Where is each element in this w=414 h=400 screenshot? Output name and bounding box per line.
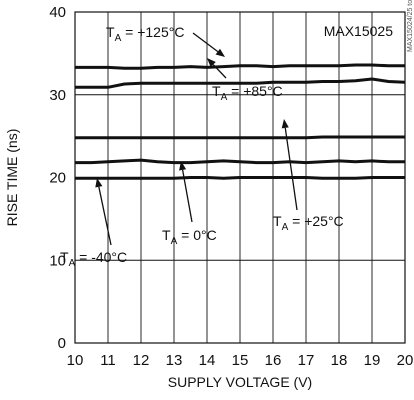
annotation-labels: TA = +125°C TA = +85°C TA = +25°C TA = 0°C T… (60, 24, 344, 269)
series-line-ta-25c (75, 135, 405, 140)
part-number-label: MAX15025 (324, 23, 393, 39)
y-tick-label-40: 40 (49, 4, 66, 21)
y-axis-title: RISE TIME (ns) (4, 129, 20, 227)
annotation-ta-minus40c: TA = -40°C (60, 249, 127, 269)
arrow-ta-0c (179, 161, 193, 223)
series-group (75, 63, 406, 180)
y-tick-label-0: 0 (58, 335, 66, 352)
arrow-ta-125c (192, 32, 225, 57)
arrow-ta-minus40c (95, 178, 112, 246)
figure-id-label: MAX15024/25 toc01 (407, 0, 414, 52)
x-axis-title: SUPPLY VOLTAGE (V) (168, 374, 312, 390)
x-tick-label-14: 14 (199, 352, 216, 369)
series-line-ta-0c (75, 158, 405, 165)
x-tick-label-20: 20 (397, 352, 414, 369)
x-tick-label-19: 19 (364, 352, 381, 369)
series-line-ta-85c (75, 77, 406, 89)
arrow-ta-85c (207, 58, 227, 79)
x-tick-label-10: 10 (67, 352, 84, 369)
x-tick-label-16: 16 (265, 352, 282, 369)
x-tick-label-12: 12 (133, 352, 150, 369)
annotation-ta-85c: TA = +85°C (212, 83, 283, 103)
annotation-arrows (95, 32, 298, 246)
y-tick-label-20: 20 (49, 170, 66, 187)
annotation-ta-0c: TA = 0°C (162, 227, 217, 247)
arrow-ta-25c (281, 119, 298, 211)
y-tick-label-30: 30 (49, 87, 66, 104)
x-tick-label-13: 13 (166, 352, 183, 369)
y-tick-label-10: 10 (49, 252, 66, 269)
plot-frame (74, 11, 406, 344)
x-tick-label-17: 17 (298, 352, 315, 369)
x-tick-label-15: 15 (232, 352, 249, 369)
series-line-ta-minus40c (75, 176, 405, 180)
x-tick-label-18: 18 (331, 352, 348, 369)
annotation-ta-125c: TA = +125°C (106, 24, 184, 44)
annotation-ta-25c: TA = +25°C (273, 213, 344, 233)
x-tick-label-11: 11 (100, 352, 116, 369)
series-line-ta-125c (75, 63, 405, 70)
